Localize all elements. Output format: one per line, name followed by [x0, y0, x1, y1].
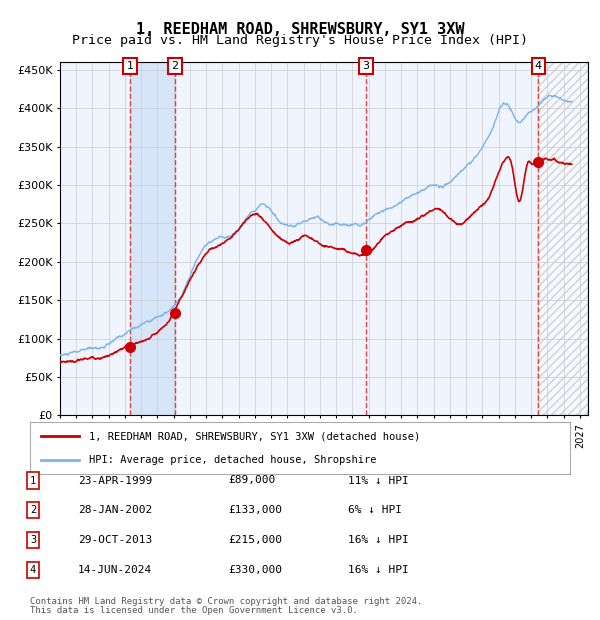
Text: 1: 1 — [30, 476, 36, 485]
Text: 2: 2 — [172, 61, 179, 71]
Text: 2: 2 — [30, 505, 36, 515]
Text: 29-OCT-2013: 29-OCT-2013 — [78, 535, 152, 545]
Text: 11% ↓ HPI: 11% ↓ HPI — [348, 476, 409, 485]
Text: 3: 3 — [30, 535, 36, 545]
Text: 1, REEDHAM ROAD, SHREWSBURY, SY1 3XW (detached house): 1, REEDHAM ROAD, SHREWSBURY, SY1 3XW (de… — [89, 432, 421, 441]
Bar — [538, 62, 588, 415]
Text: HPI: Average price, detached house, Shropshire: HPI: Average price, detached house, Shro… — [89, 454, 377, 464]
Text: £133,000: £133,000 — [228, 505, 282, 515]
Text: 1, REEDHAM ROAD, SHREWSBURY, SY1 3XW: 1, REEDHAM ROAD, SHREWSBURY, SY1 3XW — [136, 22, 464, 37]
Text: 14-JUN-2024: 14-JUN-2024 — [78, 565, 152, 575]
Text: 3: 3 — [362, 61, 370, 71]
Text: This data is licensed under the Open Government Licence v3.0.: This data is licensed under the Open Gov… — [30, 606, 358, 615]
Text: 16% ↓ HPI: 16% ↓ HPI — [348, 565, 409, 575]
Text: 6% ↓ HPI: 6% ↓ HPI — [348, 505, 402, 515]
Text: 4: 4 — [30, 565, 36, 575]
Text: 1: 1 — [127, 61, 134, 71]
Text: 23-APR-1999: 23-APR-1999 — [78, 476, 152, 485]
Text: Contains HM Land Registry data © Crown copyright and database right 2024.: Contains HM Land Registry data © Crown c… — [30, 597, 422, 606]
Bar — [538, 62, 588, 415]
Bar — [538, 62, 588, 415]
Text: 16% ↓ HPI: 16% ↓ HPI — [348, 535, 409, 545]
Text: £215,000: £215,000 — [228, 535, 282, 545]
Text: £330,000: £330,000 — [228, 565, 282, 575]
Text: Price paid vs. HM Land Registry's House Price Index (HPI): Price paid vs. HM Land Registry's House … — [72, 34, 528, 47]
Text: £89,000: £89,000 — [228, 476, 275, 485]
Text: 28-JAN-2002: 28-JAN-2002 — [78, 505, 152, 515]
Bar — [130, 62, 175, 415]
Text: 4: 4 — [535, 61, 542, 71]
